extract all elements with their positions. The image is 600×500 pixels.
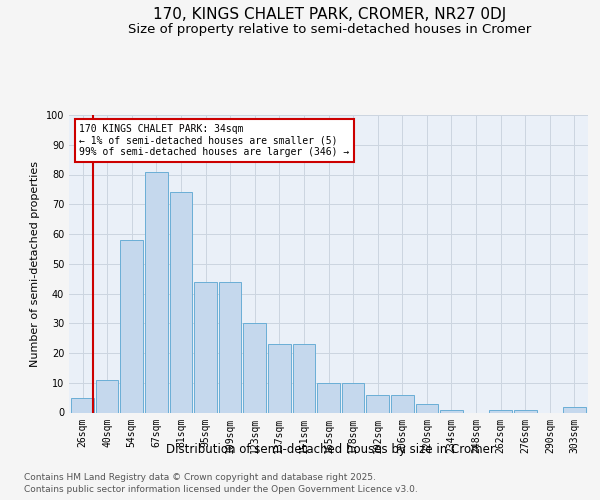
Bar [268, 344, 290, 412]
Bar [342, 383, 364, 412]
Bar [293, 344, 315, 412]
Y-axis label: Number of semi-detached properties: Number of semi-detached properties [30, 161, 40, 367]
Bar [96, 380, 118, 412]
Bar [170, 192, 192, 412]
Text: Contains HM Land Registry data © Crown copyright and database right 2025.: Contains HM Land Registry data © Crown c… [24, 472, 376, 482]
Bar [145, 172, 167, 412]
Bar [514, 410, 536, 412]
Bar [219, 282, 241, 412]
Bar [367, 394, 389, 412]
Text: Distribution of semi-detached houses by size in Cromer: Distribution of semi-detached houses by … [166, 442, 494, 456]
Bar [244, 324, 266, 412]
Bar [194, 282, 217, 412]
Text: 170, KINGS CHALET PARK, CROMER, NR27 0DJ: 170, KINGS CHALET PARK, CROMER, NR27 0DJ [154, 8, 506, 22]
Bar [440, 410, 463, 412]
Text: 170 KINGS CHALET PARK: 34sqm
← 1% of semi-detached houses are smaller (5)
99% of: 170 KINGS CHALET PARK: 34sqm ← 1% of sem… [79, 124, 350, 157]
Bar [121, 240, 143, 412]
Bar [317, 383, 340, 412]
Bar [563, 406, 586, 412]
Text: Contains public sector information licensed under the Open Government Licence v3: Contains public sector information licen… [24, 485, 418, 494]
Bar [490, 410, 512, 412]
Bar [391, 394, 413, 412]
Bar [416, 404, 438, 412]
Bar [71, 398, 94, 412]
Text: Size of property relative to semi-detached houses in Cromer: Size of property relative to semi-detach… [128, 22, 532, 36]
